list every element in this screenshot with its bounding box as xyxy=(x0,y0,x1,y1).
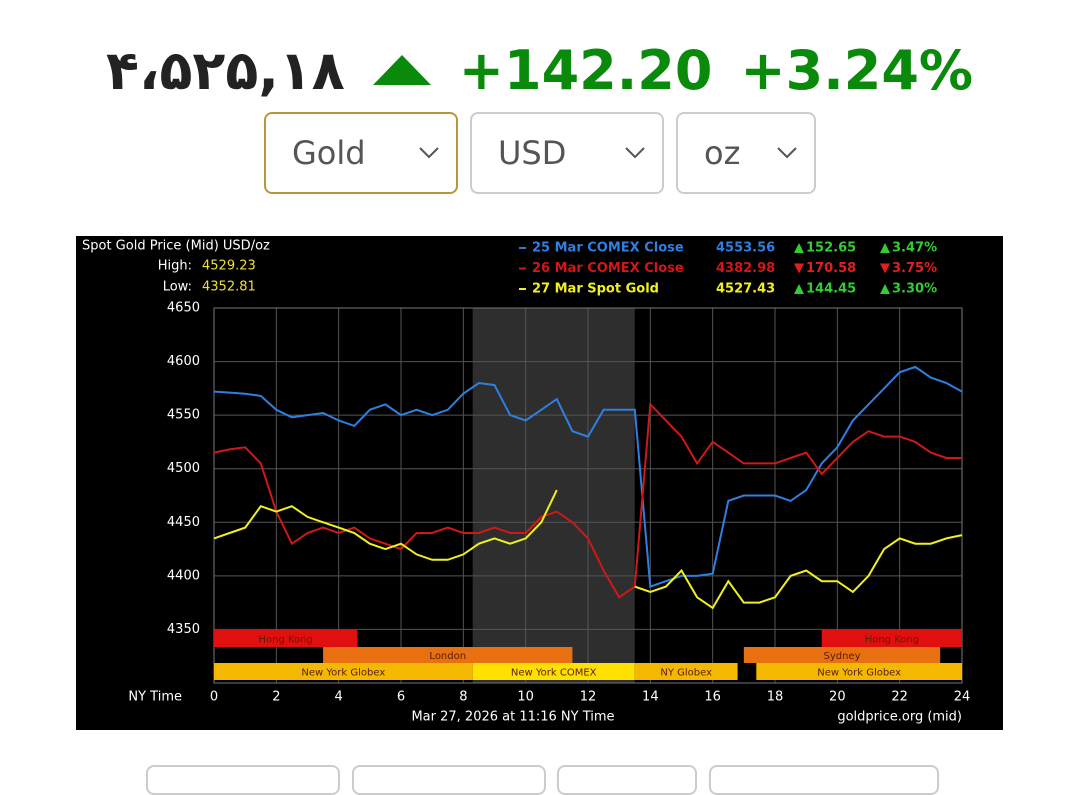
session-label: Sydney xyxy=(823,651,860,662)
select-text: oz xyxy=(704,134,741,172)
high-value: 4529.23 xyxy=(202,259,256,274)
x-tick-label: 10 xyxy=(517,690,534,705)
select-text: Gold xyxy=(292,134,366,172)
session-bar xyxy=(634,663,738,680)
button[interactable] xyxy=(709,765,939,795)
legend-close: 4553.56 xyxy=(716,241,775,256)
footer: Mar 27, 2026 at 11:16 NY Time xyxy=(411,710,614,725)
session-label: New York COMEX xyxy=(511,668,597,679)
price: ۴،۵۲۵,۱۸ xyxy=(105,38,345,102)
session-label: New York Globex xyxy=(817,668,901,679)
x-tick-label: 0 xyxy=(210,690,218,705)
session-label: New York Globex xyxy=(301,668,385,679)
x-tick-label: 14 xyxy=(642,690,659,705)
low-value: 4352.81 xyxy=(202,280,256,295)
y-tick-label: 4600 xyxy=(167,354,200,369)
high-label: High: xyxy=(158,259,192,274)
x-tick-label: 12 xyxy=(580,690,597,705)
session-bar xyxy=(214,630,358,647)
session-bar xyxy=(756,663,962,680)
series-line xyxy=(213,489,963,610)
session-bar xyxy=(472,663,635,680)
x-tick-label: 16 xyxy=(704,690,721,705)
x-tick-label: 24 xyxy=(954,690,971,705)
select-text: USD xyxy=(498,134,567,172)
x-axis-label: NY Time xyxy=(128,690,182,705)
legend-label: 26 Mar COMEX Close xyxy=(532,261,684,276)
x-tick-label: 6 xyxy=(397,690,405,705)
session-bar xyxy=(214,663,473,680)
page: ۴،۵۲۵,۱۸ +142.20 +3.24% Gold USD oz Spot… xyxy=(0,30,1079,795)
session-label: Hong Kong xyxy=(258,635,312,646)
change-arrow xyxy=(794,263,804,274)
y-tick-label: 4450 xyxy=(167,515,200,530)
series-line xyxy=(213,402,962,599)
x-tick-label: 2 xyxy=(272,690,280,705)
source: goldprice.org (mid) xyxy=(837,710,962,725)
change-percent: +3.24% xyxy=(740,38,973,102)
change: +142.20 xyxy=(458,38,713,102)
chevron xyxy=(777,147,797,159)
legend-change-pct: 3.47% xyxy=(892,241,937,256)
button[interactable] xyxy=(352,765,546,795)
button[interactable] xyxy=(146,765,340,795)
y-tick-label: 4350 xyxy=(167,622,200,637)
chart-title: Spot Gold Price (Mid) USD/oz xyxy=(82,239,270,254)
legend-label: 25 Mar COMEX Close xyxy=(532,241,684,256)
session-label: London xyxy=(429,651,466,662)
legend-change: 152.65 xyxy=(806,241,856,256)
legend-change-pct: 3.30% xyxy=(892,282,937,297)
series-line xyxy=(213,365,963,588)
up-arrow xyxy=(372,55,431,85)
price-header: ۴،۵۲۵,۱۸ +142.20 +3.24% xyxy=(0,30,1079,110)
y-tick-label: 4500 xyxy=(167,461,200,476)
unit-select[interactable]: oz xyxy=(676,112,816,194)
plot-border xyxy=(213,307,963,684)
x-tick-label: 18 xyxy=(767,690,784,705)
session-bar xyxy=(821,630,962,647)
change-arrow xyxy=(880,263,890,274)
legend-change-pct: 3.75% xyxy=(892,261,937,276)
change-arrow xyxy=(880,243,890,253)
x-tick-label: 20 xyxy=(829,690,846,705)
x-tick-label: 4 xyxy=(335,690,343,705)
low-label: Low: xyxy=(163,280,192,295)
session-label: Hong Kong xyxy=(865,635,919,646)
legend-change: 144.45 xyxy=(806,282,856,297)
change-arrow xyxy=(880,284,890,294)
session-bar xyxy=(743,647,941,663)
session-bar xyxy=(323,647,573,663)
y-tick-label: 4650 xyxy=(167,301,200,316)
chart: Spot Gold Price (Mid) USD/oz High: 4529.… xyxy=(76,236,1003,730)
button[interactable] xyxy=(557,765,697,795)
change-arrow xyxy=(794,243,804,253)
y-tick-label: 4400 xyxy=(167,568,200,583)
chevron xyxy=(419,147,439,159)
x-tick-label: 22 xyxy=(891,690,908,705)
currency-select[interactable]: USD xyxy=(470,112,664,194)
chevron xyxy=(625,147,645,159)
legend-change: 170.58 xyxy=(806,261,856,276)
metal-select[interactable]: Gold xyxy=(264,112,458,194)
y-tick-label: 4550 xyxy=(167,408,200,423)
session-label: NY Globex xyxy=(660,668,712,679)
legend-label: 27 Mar Spot Gold xyxy=(532,282,659,297)
change-arrow xyxy=(794,284,804,294)
legend-close: 4527.43 xyxy=(716,282,775,297)
legend-close: 4382.98 xyxy=(716,261,775,276)
x-tick-label: 8 xyxy=(459,690,467,705)
